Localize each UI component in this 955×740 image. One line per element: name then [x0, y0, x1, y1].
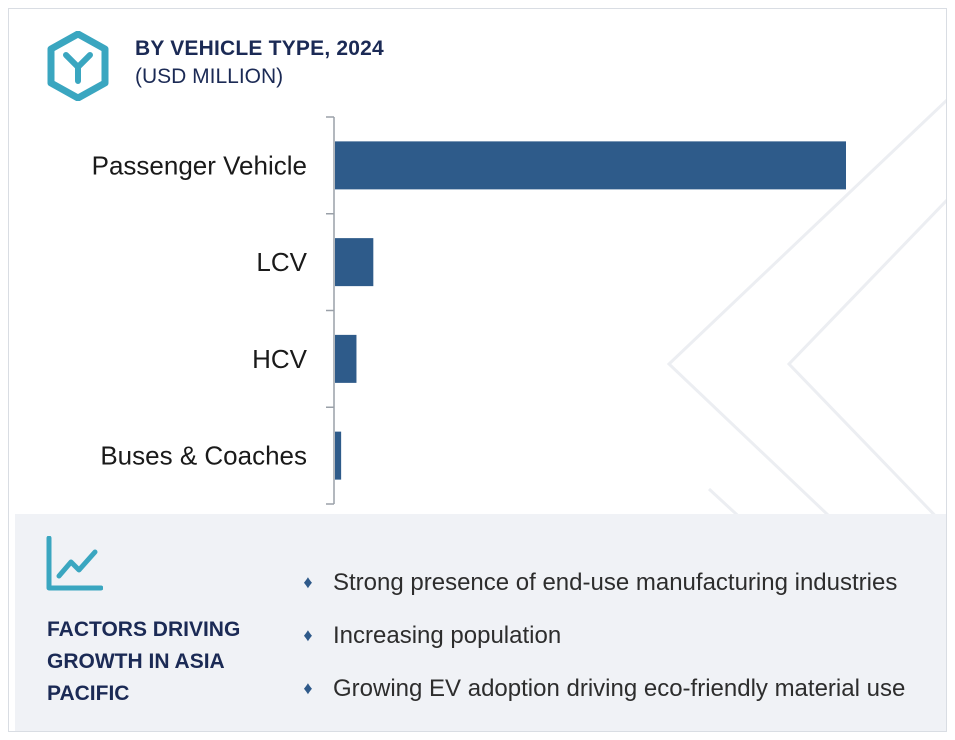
chart-header: BY VEHICLE TYPE, 2024 (USD MILLION) — [135, 37, 384, 89]
category-label: Buses & Coaches — [100, 441, 307, 471]
factors-panel: FACTORS DRIVING GROWTH IN ASIA PACIFIC ♦… — [15, 514, 946, 731]
category-label: Passenger Vehicle — [92, 150, 307, 180]
chart-card: BY VEHICLE TYPE, 2024 (USD MILLION) Pass… — [8, 8, 947, 732]
factor-text: Growing EV adoption driving eco-friendly… — [333, 674, 906, 702]
category-label: LCV — [256, 247, 307, 277]
factors-list: ♦ Strong presence of end-use manufacturi… — [297, 556, 905, 715]
bar-buses-coaches — [335, 431, 342, 480]
factors-title: FACTORS DRIVING GROWTH IN ASIA PACIFIC — [47, 618, 241, 705]
diamond-bullet-icon: ♦ — [303, 678, 313, 698]
bar-chart: Passenger Vehicle LCV HCV Buses & Coaches — [92, 116, 846, 505]
diamond-bullet-icon: ♦ — [303, 572, 313, 592]
factor-text: Strong presence of end-use manufacturing… — [333, 568, 898, 596]
factor-item: ♦ Growing EV adoption driving eco-friend… — [297, 662, 905, 715]
chart-title: BY VEHICLE TYPE, 2024 — [135, 37, 384, 60]
factor-item: ♦ Increasing population — [297, 609, 905, 662]
bar-passenger-vehicle — [335, 141, 846, 190]
factor-item: ♦ Strong presence of end-use manufacturi… — [297, 556, 905, 609]
diamond-bullet-icon: ♦ — [303, 625, 313, 645]
bar-hcv — [335, 334, 357, 383]
line-chart-growth-icon — [46, 536, 103, 591]
hexagon-y-logo-icon — [47, 31, 109, 101]
bar-lcv — [335, 238, 374, 287]
factor-text: Increasing population — [333, 621, 562, 649]
category-label: HCV — [252, 344, 308, 374]
chart-subtitle: (USD MILLION) — [135, 65, 284, 88]
